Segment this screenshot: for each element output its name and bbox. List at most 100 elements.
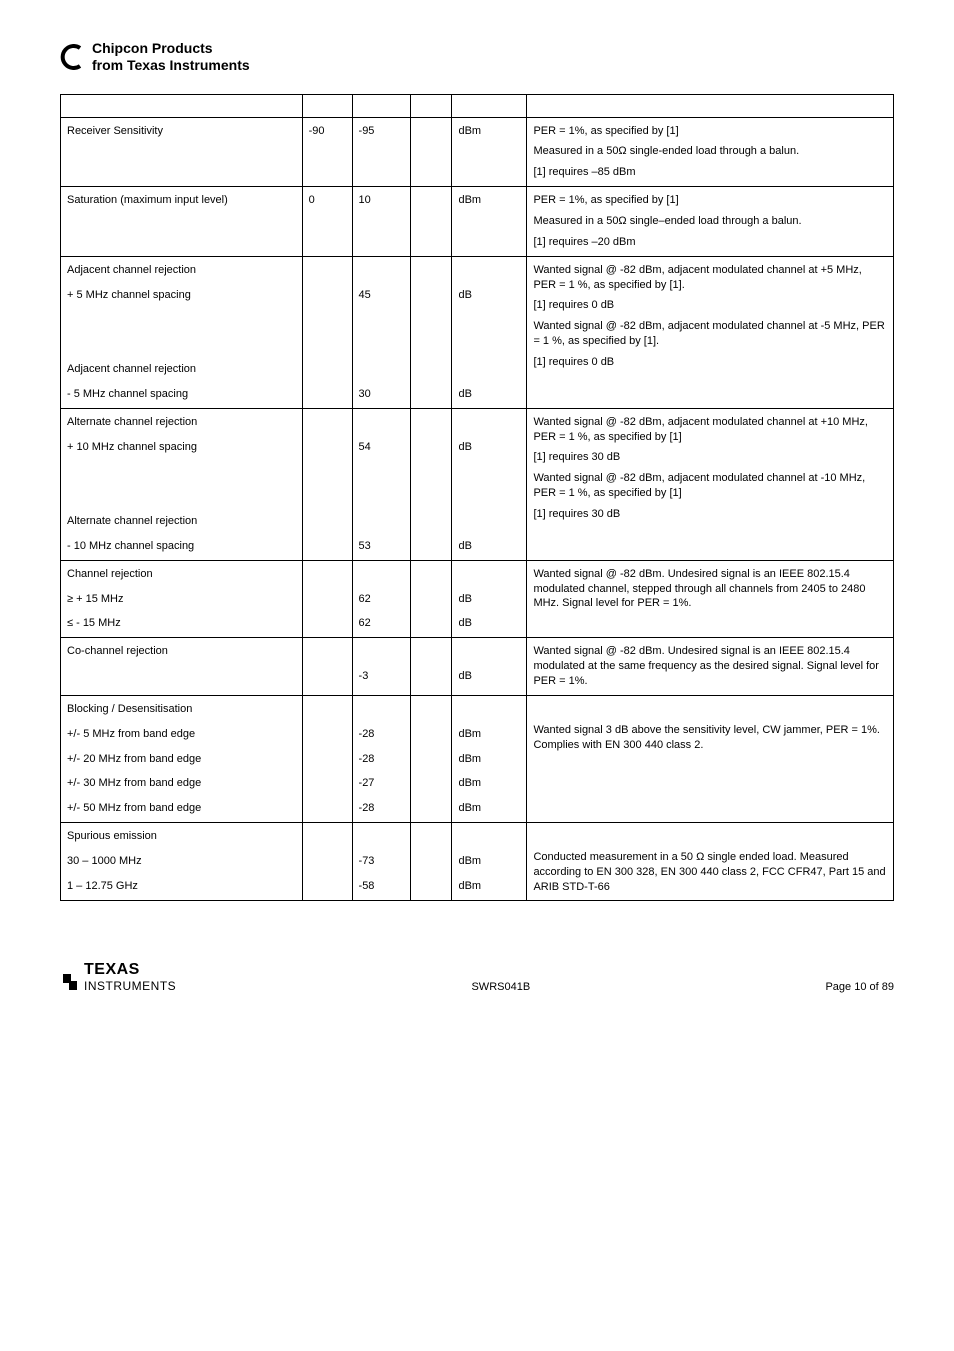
ti-logo-icon xyxy=(60,971,82,993)
condition-para: Wanted signal @ -82 dBm. Undesired signa… xyxy=(533,644,887,689)
typ-cell: -95 xyxy=(352,117,410,187)
unit-line xyxy=(458,263,520,278)
footer-page: Page 10 of 89 xyxy=(825,981,894,993)
param-line: ≥ + 15 MHz xyxy=(67,592,296,607)
param-cell: Adjacent channel rejection + 5 MHz channe… xyxy=(61,256,303,408)
footer-logo-texas: TEXAS xyxy=(84,961,176,979)
unit-line xyxy=(458,644,520,659)
min-cell xyxy=(302,638,352,696)
unit-line: dBm xyxy=(458,752,520,767)
typ-cell: 62 62 xyxy=(352,560,410,638)
header-line2: from Texas Instruments xyxy=(92,57,250,74)
param-line: + 10 MHz channel spacing xyxy=(67,440,296,455)
table-row: Channel rejection ≥ + 15 MHz ≤ - 15 MHz 62… xyxy=(61,560,894,638)
max-cell xyxy=(410,560,452,638)
param-line: +/- 20 MHz from band edge xyxy=(67,752,296,767)
typ-line xyxy=(359,362,404,377)
header-logo: Chipcon Products from Texas Instruments xyxy=(60,40,894,74)
condition-para: [1] requires 0 dB xyxy=(533,298,887,313)
param-line: + 5 MHz channel spacing xyxy=(67,288,296,303)
typ-line: 45 xyxy=(359,288,404,303)
typ-line xyxy=(359,489,404,504)
unit-line xyxy=(458,312,520,327)
param-cell: Blocking / Desensitisation +/- 5 MHz from… xyxy=(61,695,303,822)
param-line: +/- 30 MHz from band edge xyxy=(67,776,296,791)
condition-para: [1] requires 0 dB xyxy=(533,355,887,370)
param-line: Adjacent channel rejection xyxy=(67,263,296,278)
unit-line xyxy=(458,362,520,377)
typ-cell: 10 xyxy=(352,187,410,257)
typ-line xyxy=(359,415,404,430)
table-row: Adjacent channel rejection + 5 MHz channe… xyxy=(61,256,894,408)
condition-para: Conducted measurement in a 50 Ω single e… xyxy=(533,850,887,895)
unit-line: dB xyxy=(458,539,520,554)
param-line: Saturation (maximum input level) xyxy=(67,193,296,208)
condition-cell: PER = 1%, as specified by [1] Measured in… xyxy=(527,187,894,257)
typ-line: -27 xyxy=(359,776,404,791)
param-line xyxy=(67,464,296,479)
typ-cell: 54 53 xyxy=(352,408,410,560)
param-cell: Co-channel rejection xyxy=(61,638,303,696)
param-line: Alternate channel rejection xyxy=(67,514,296,529)
condition-para xyxy=(533,829,887,844)
unit-line: dB xyxy=(458,387,520,402)
param-line: +/- 5 MHz from band edge xyxy=(67,727,296,742)
typ-cell: -28-28-27-28 xyxy=(352,695,410,822)
ti-logo: TEXAS INSTRUMENTS xyxy=(60,961,176,993)
param-cell: Spurious emission30 – 1000 MHz1 – 12.75 … xyxy=(61,823,303,901)
typ-line xyxy=(359,514,404,529)
param-cell: Channel rejection ≥ + 15 MHz ≤ - 15 MHz xyxy=(61,560,303,638)
unit-line xyxy=(458,489,520,504)
param-line: - 5 MHz channel spacing xyxy=(67,387,296,402)
unit-line: dBm xyxy=(458,879,520,894)
param-line: 30 – 1000 MHz xyxy=(67,854,296,869)
condition-cell: Conducted measurement in a 50 Ω single e… xyxy=(527,823,894,901)
condition-para: Measured in a 50Ω single-ended load thro… xyxy=(533,144,887,159)
min-cell xyxy=(302,408,352,560)
min-cell xyxy=(302,560,352,638)
typ-line xyxy=(359,312,404,327)
typ-line: -73 xyxy=(359,854,404,869)
unit-line: dBm xyxy=(458,801,520,816)
typ-line xyxy=(359,702,404,717)
unit-cell: dBmdBm xyxy=(452,823,527,901)
param-cell: Saturation (maximum input level) xyxy=(61,187,303,257)
unit-line: dBm xyxy=(458,727,520,742)
condition-para: Wanted signal @ -82 dBm, adjacent modula… xyxy=(533,471,887,501)
min-cell xyxy=(302,695,352,822)
unit-line xyxy=(458,829,520,844)
unit-cell: dBm xyxy=(452,117,527,187)
unit-line: dB xyxy=(458,592,520,607)
typ-line xyxy=(359,464,404,479)
param-line: ≤ - 15 MHz xyxy=(67,616,296,631)
unit-line xyxy=(458,514,520,529)
condition-para: PER = 1%, as specified by [1] xyxy=(533,193,887,208)
min-cell: -90 xyxy=(302,117,352,187)
condition-para: Wanted signal @ -82 dBm, adjacent modula… xyxy=(533,263,887,293)
param-line: Receiver Sensitivity xyxy=(67,124,296,139)
param-line xyxy=(67,312,296,327)
param-line: Blocking / Desensitisation xyxy=(67,702,296,717)
param-line: Channel rejection xyxy=(67,567,296,582)
unit-line: dB xyxy=(458,616,520,631)
typ-line: -28 xyxy=(359,801,404,816)
typ-cell: 45 30 xyxy=(352,256,410,408)
unit-line xyxy=(458,702,520,717)
typ-line: 62 xyxy=(359,592,404,607)
min-cell xyxy=(302,823,352,901)
condition-cell: Wanted signal @ -82 dBm. Undesired signa… xyxy=(527,638,894,696)
typ-line: 30 xyxy=(359,387,404,402)
param-line: 1 – 12.75 GHz xyxy=(67,879,296,894)
condition-para: Wanted signal @ -82 dBm. Undesired signa… xyxy=(533,567,887,612)
typ-line: 62 xyxy=(359,616,404,631)
table-row: Co-channel rejection -3 dBWanted signal … xyxy=(61,638,894,696)
unit-cell: dB dB xyxy=(452,560,527,638)
condition-para: Measured in a 50Ω single–ended load thro… xyxy=(533,214,887,229)
unit-line xyxy=(458,415,520,430)
param-line: - 10 MHz channel spacing xyxy=(67,539,296,554)
min-cell: 0 xyxy=(302,187,352,257)
condition-para: [1] requires –20 dBm xyxy=(533,235,887,250)
unit-cell: dBmdBmdBmdBm xyxy=(452,695,527,822)
param-line: Alternate channel rejection xyxy=(67,415,296,430)
typ-cell: -3 xyxy=(352,638,410,696)
